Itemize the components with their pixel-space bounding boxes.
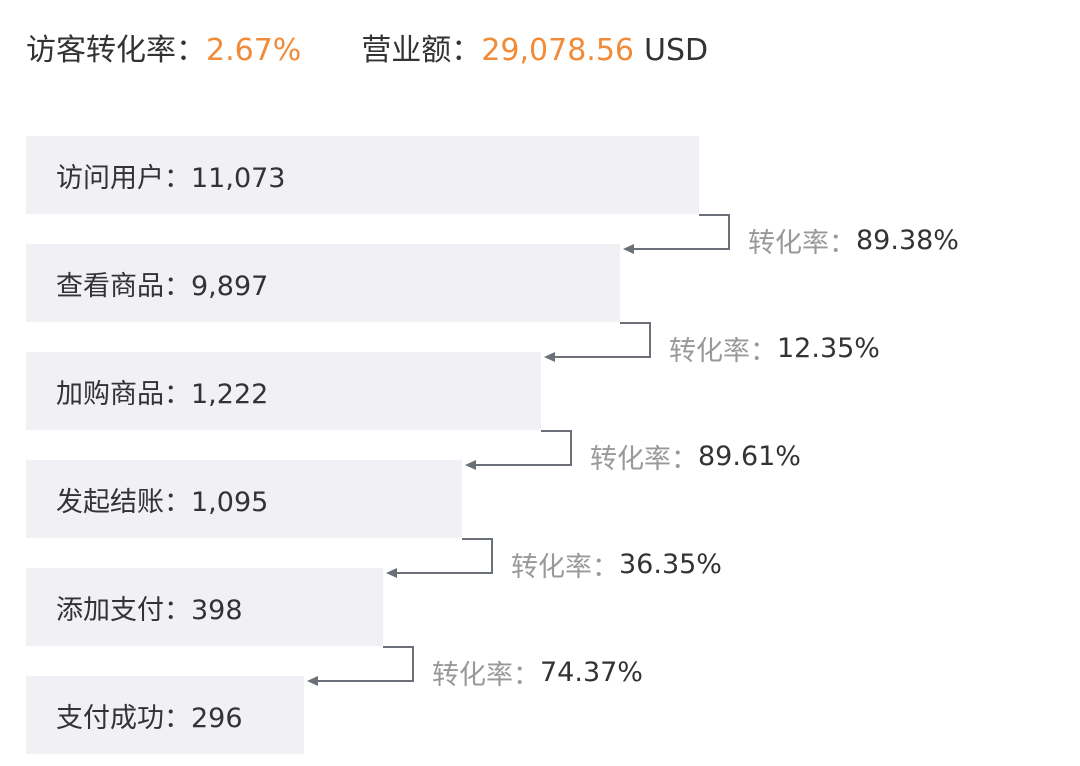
funnel-bar-2: [26, 244, 620, 322]
conversion-connector-4: [395, 538, 493, 574]
conversion-rate-prefix: 转化率：: [511, 551, 619, 583]
conversion-rate-value: 89.38%: [856, 224, 959, 256]
funnel-bar-label-2: 查看商品：9,897: [56, 270, 269, 302]
visitor-conversion-label: 访客转化率：: [26, 33, 206, 68]
funnel-bar-label-5: 添加支付：398: [56, 594, 243, 626]
conversion-rate-value: 74.37%: [540, 656, 643, 688]
conversion-connector-5: [316, 646, 414, 682]
funnel-bars: [26, 136, 699, 754]
conversion-rate-prefix: 转化率：: [590, 443, 698, 475]
funnel-connectors: [307, 214, 730, 686]
funnel-bar-1: [26, 136, 699, 214]
conversion-rate-label-1: 转化率： 89.38%: [748, 220, 959, 260]
conversion-connector-1: [632, 214, 730, 250]
conversion-rate-label-5: 转化率： 74.37%: [432, 652, 643, 692]
funnel-bar-label-3: 加购商品：1,222: [56, 378, 269, 410]
summary-bar: 访客转化率： 2.67% 营业额： 29,078.56 USD: [26, 25, 708, 69]
conversion-rate-value: 89.61%: [698, 440, 801, 472]
funnel-bar-label-1: 访问用户：11,073: [56, 162, 286, 194]
funnel-chart-svg: [26, 136, 730, 754]
conversion-rate-label-4: 转化率： 36.35%: [511, 544, 722, 584]
funnel-bar-3: [26, 352, 541, 430]
revenue-label: 营业额：: [361, 33, 482, 68]
revenue-summary: 营业额： 29,078.56 USD: [361, 25, 708, 69]
conversion-rate-prefix: 转化率：: [669, 335, 777, 367]
funnel-bar-5: [26, 568, 383, 646]
conversion-connector-3: [474, 430, 572, 466]
conversion-rate-value: 12.35%: [777, 332, 880, 364]
funnel-bar-6: [26, 676, 304, 754]
funnel-bar-label-4: 发起结账：1,095: [56, 486, 269, 518]
conversion-arrowhead-2: [544, 352, 555, 362]
funnel-chart: 访问用户：11,073 查看商品：9,897 加购商品：1,222 发起结账：1,09…: [26, 136, 1066, 756]
conversion-arrowhead-1: [623, 244, 634, 254]
conversion-rate-label-3: 转化率： 89.61%: [590, 436, 801, 476]
visitor-conversion-summary: 访客转化率： 2.67%: [26, 25, 301, 69]
conversion-rate-prefix: 转化率：: [748, 227, 856, 259]
funnel-bar-4: [26, 460, 462, 538]
revenue-value: 29,078.56: [481, 33, 634, 68]
conversion-arrowhead-5: [307, 676, 318, 686]
visitor-conversion-value: 2.67%: [206, 33, 302, 68]
conversion-rate-prefix: 转化率：: [432, 659, 540, 691]
conversion-arrowhead-4: [386, 568, 397, 578]
conversion-connector-2: [553, 322, 651, 358]
funnel-bar-label-6: 支付成功：296: [56, 702, 243, 734]
conversion-arrowhead-3: [465, 460, 476, 470]
conversion-rate-value: 36.35%: [619, 548, 722, 580]
revenue-unit: USD: [644, 33, 709, 68]
conversion-rate-label-2: 转化率： 12.35%: [669, 328, 880, 368]
